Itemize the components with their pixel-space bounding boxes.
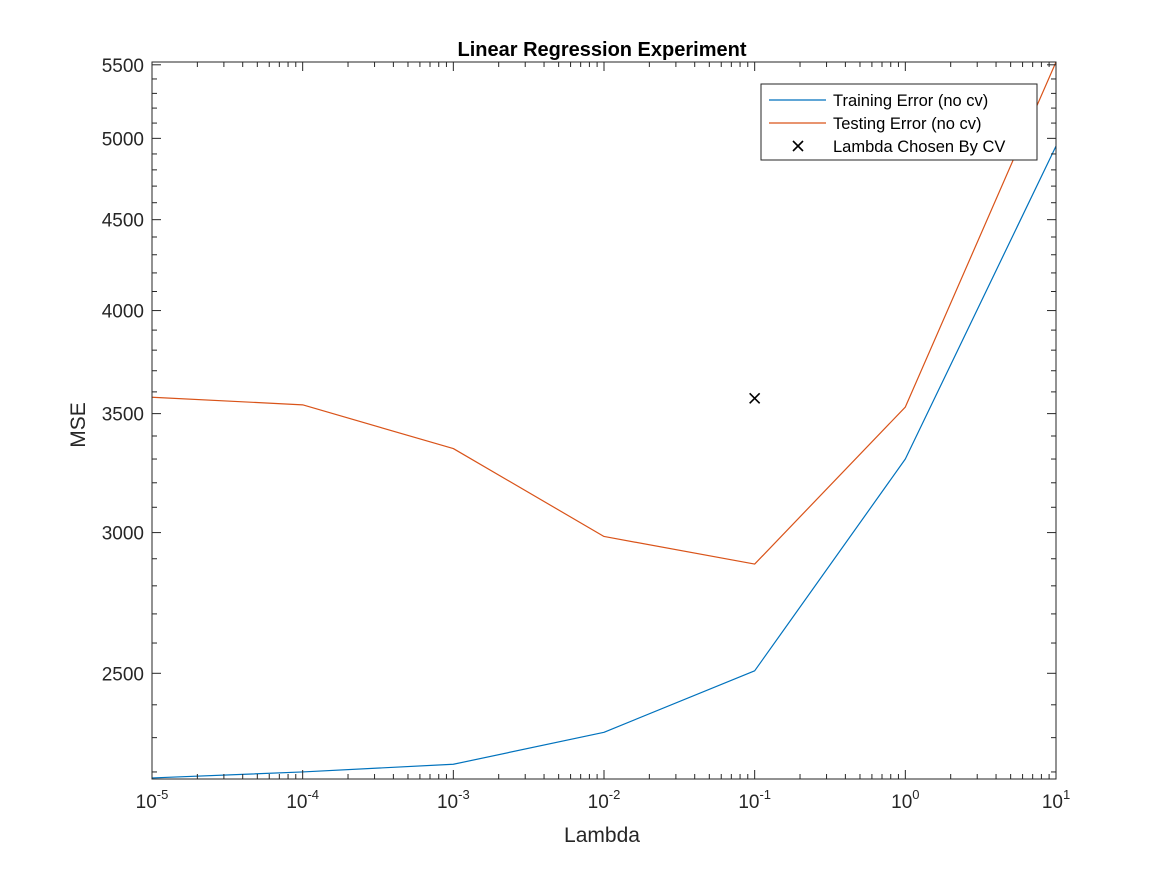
x-tick-label: 10-3 <box>437 787 470 813</box>
legend-swatch-marker <box>792 140 804 152</box>
y-tick-label: 2500 <box>102 664 144 685</box>
cv-marker-stroke <box>749 392 761 404</box>
cv-marker <box>749 392 761 404</box>
plot-background <box>152 62 1056 779</box>
axes-layer: 10-5 10-4 10-3 10-2 10-1 100 101 2500 3000 3500 40… <box>102 56 1070 813</box>
x-tick-label: 10-5 <box>136 787 169 813</box>
y-tick-label: 3000 <box>102 524 144 545</box>
y-tick-label: 3500 <box>102 405 144 426</box>
chart-title: Linear Regression Experiment <box>458 39 747 61</box>
y-tick-label: 5000 <box>102 129 144 150</box>
series-line-2 <box>152 62 1056 565</box>
legend-label: Lambda Chosen By CV <box>833 138 1005 156</box>
x-axis-label: Lambda <box>564 824 640 847</box>
legend-label: Testing Error (no cv) <box>833 115 982 133</box>
x-tick-label: 10-2 <box>588 787 621 813</box>
y-axis-label: MSE <box>67 402 90 448</box>
legend-label: Training Error (no cv) <box>833 92 988 110</box>
legend: Training Error (no cv) Testing Error (no … <box>760 83 1038 161</box>
x-tick-label: 101 <box>1042 787 1070 813</box>
plot-area <box>152 62 1056 779</box>
x-tick-label: 10-4 <box>286 787 319 813</box>
y-tick-label: 5500 <box>102 56 144 77</box>
y-tick-label: 4500 <box>102 211 144 232</box>
y-tick-label: 4000 <box>102 302 144 323</box>
x-tick-label: 100 <box>891 787 919 813</box>
x-tick-label: 10-1 <box>738 787 771 813</box>
legend-box <box>760 83 1038 161</box>
